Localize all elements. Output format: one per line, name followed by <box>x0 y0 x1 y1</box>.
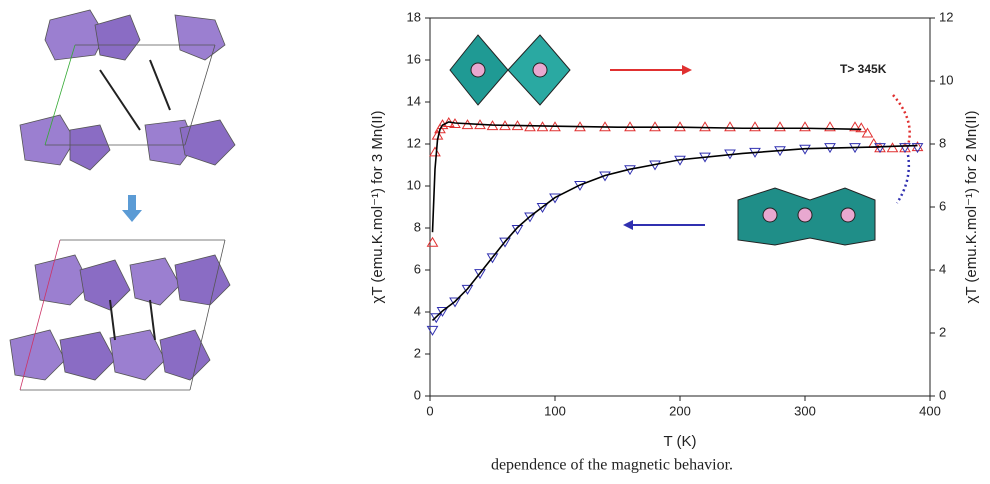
data-point <box>474 269 486 280</box>
x-tick-label: 100 <box>544 403 566 418</box>
y2-tick-label: 2 <box>939 324 946 339</box>
data-point <box>524 212 536 223</box>
y-tick-label: 0 <box>414 387 421 402</box>
y-tick-label: 16 <box>407 51 421 66</box>
data-point <box>536 203 549 213</box>
data-point <box>426 325 439 336</box>
data-point <box>855 122 868 133</box>
data-point <box>824 121 836 132</box>
data-point <box>874 143 886 154</box>
data-point <box>749 121 761 132</box>
y-tick-label: 8 <box>414 219 421 234</box>
data-point <box>486 253 499 264</box>
y2-tick-label: 4 <box>939 261 946 276</box>
arrow-down <box>122 195 142 222</box>
data-point <box>724 121 736 132</box>
data-point <box>436 306 449 317</box>
y-tick-label: 2 <box>414 345 421 360</box>
annotation: T> 345K <box>840 62 887 76</box>
data-point <box>911 143 924 154</box>
data-point <box>861 127 874 138</box>
data-point <box>849 121 861 132</box>
x-axis-label: T (K) <box>663 433 696 450</box>
y2-tick-label: 6 <box>939 198 946 213</box>
y-tick-label: 10 <box>407 177 421 192</box>
x-tick-label: 200 <box>669 403 691 418</box>
x-tick-label: 400 <box>919 403 941 418</box>
y-tick-label: 4 <box>414 303 421 318</box>
data-point <box>699 121 711 132</box>
y2-tick-label: 8 <box>939 135 946 150</box>
data-point <box>461 284 474 295</box>
x-tick-label: 300 <box>794 403 816 418</box>
data-point <box>429 146 441 157</box>
y-axis-label: χT (emu.K.mol⁻¹) for 3 Mn(II) <box>369 110 386 303</box>
data-point <box>799 121 811 132</box>
data-point <box>449 297 461 308</box>
data-point <box>426 236 439 247</box>
fit-line <box>431 121 862 233</box>
y-tick-label: 6 <box>414 261 421 276</box>
y2-tick-label: 12 <box>939 9 953 24</box>
data-point <box>774 121 786 132</box>
data-point <box>899 142 911 153</box>
data-point <box>430 313 443 324</box>
y2-axis-label: χT (emu.K.mol⁻¹) for 2 Mn(II) <box>963 110 980 303</box>
data-point <box>499 237 511 248</box>
y-tick-label: 14 <box>407 93 421 108</box>
caption: dependence of the magnetic behavior. <box>491 457 733 474</box>
x-tick-label: 0 <box>426 403 433 418</box>
y2-tick-label: 10 <box>939 72 953 87</box>
data-point <box>899 143 911 154</box>
crystal-structure-top <box>19 9 236 171</box>
fit-line <box>431 144 918 321</box>
arrows <box>610 65 911 230</box>
data-point <box>549 193 561 204</box>
y2-tick-label: 0 <box>939 387 946 402</box>
y-tick-label: 18 <box>407 9 421 24</box>
y-tick-label: 12 <box>407 135 421 150</box>
data-point <box>886 142 899 153</box>
inset-octahedra <box>449 34 876 246</box>
crystal-structure-bottom <box>9 239 231 391</box>
